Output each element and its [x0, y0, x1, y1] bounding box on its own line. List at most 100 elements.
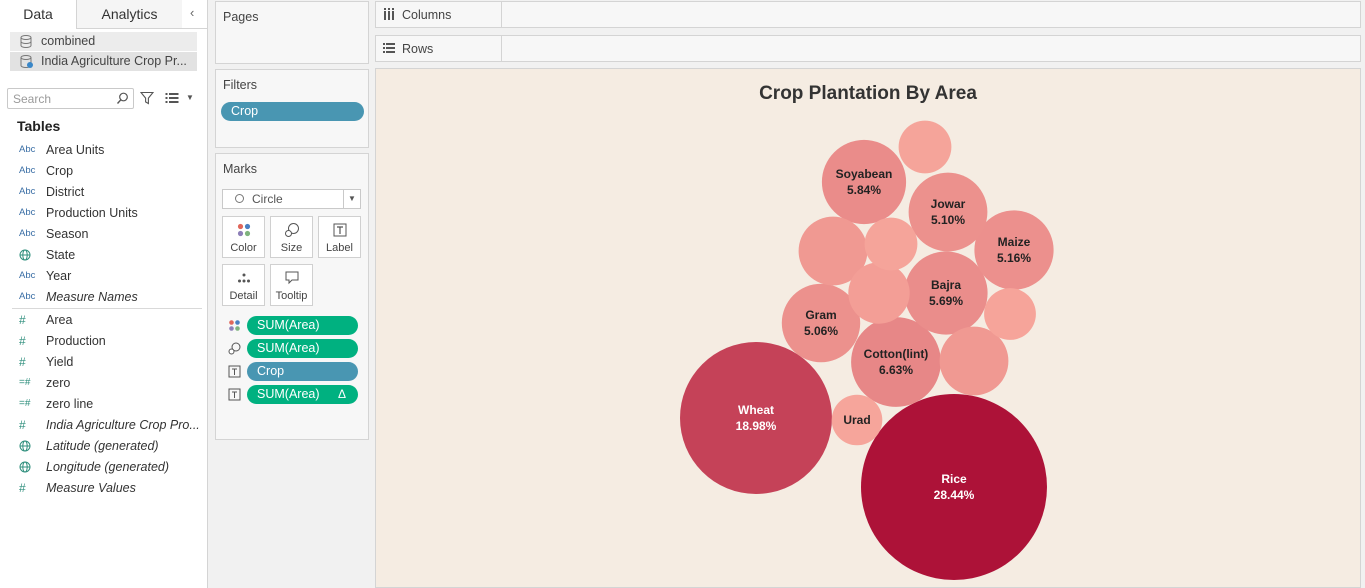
bubble-mark[interactable] — [861, 394, 1047, 580]
bubble-mark[interactable] — [908, 172, 988, 252]
label-pill-sum-area-percent[interactable]: SUM(Area) Δ — [247, 385, 358, 404]
field-name: Measure Values — [46, 481, 136, 495]
data-source-label: India Agriculture Crop Pr... — [41, 54, 187, 68]
bubble-soyabean[interactable]: Soyabean 5.84% — [821, 139, 907, 225]
bubble-mark[interactable] — [939, 326, 1009, 396]
bubble-mark[interactable] — [898, 120, 952, 174]
bubble-unlabeled-12[interactable] — [864, 217, 918, 271]
field-name: zero line — [46, 397, 94, 411]
bubble-unlabeled-14[interactable] — [984, 288, 1036, 340]
bubble-unlabeled-10[interactable] — [939, 326, 1009, 396]
data-source-combined[interactable]: combined — [10, 32, 197, 51]
bubble-mark[interactable] — [798, 216, 868, 286]
color-button[interactable]: Color — [222, 216, 265, 258]
field-name: zero — [46, 376, 71, 390]
tab-analytics[interactable]: Analytics — [77, 0, 182, 28]
collapse-pane-icon[interactable]: ‹ — [190, 5, 195, 20]
marks-title: Marks — [223, 162, 258, 176]
size-pill-sum-area[interactable]: SUM(Area) — [247, 339, 358, 358]
filter-icon[interactable] — [140, 91, 154, 105]
columns-shelf[interactable]: Columns — [375, 1, 1361, 28]
field-zero-line[interactable]: =# zero line — [0, 394, 207, 414]
field-yield[interactable]: # Yield — [0, 352, 207, 372]
bubble-mark[interactable] — [974, 210, 1054, 290]
bubble-unlabeled-9[interactable] — [798, 216, 868, 286]
filters-title: Filters — [223, 78, 258, 92]
bubble-mark[interactable] — [848, 262, 910, 324]
tab-data[interactable]: Data — [0, 0, 77, 29]
filters-shelf[interactable]: Filters Crop — [215, 69, 369, 148]
bubble-maize[interactable]: Maize 5.16% — [974, 210, 1054, 290]
string-type-icon: Abc — [19, 186, 36, 197]
size-button[interactable]: Size — [270, 216, 313, 258]
field-name: Longitude (generated) — [46, 460, 170, 474]
database-active-icon — [20, 55, 33, 68]
field-state[interactable]: State — [0, 245, 207, 265]
tooltip-button[interactable]: Tooltip — [270, 264, 313, 306]
bubble-mark[interactable] — [984, 288, 1036, 340]
chevron-down-icon[interactable]: ▼ — [186, 93, 194, 102]
pages-shelf[interactable]: Pages — [215, 1, 369, 64]
field-area-units[interactable]: Abc Area Units — [0, 140, 207, 160]
columns-icon — [384, 8, 394, 20]
field-year[interactable]: Abc Year — [0, 266, 207, 286]
label-pill-crop[interactable]: Crop — [247, 362, 358, 381]
bubble-unlabeled-11[interactable] — [848, 262, 910, 324]
detail-button[interactable]: Detail — [222, 264, 265, 306]
bubble-mark[interactable] — [904, 251, 988, 335]
field-season[interactable]: Abc Season — [0, 224, 207, 244]
bubble-value-label: 5.10% — [931, 213, 965, 227]
tooltip-icon — [285, 271, 299, 285]
list-view-icon[interactable] — [165, 92, 179, 104]
view-canvas[interactable]: Crop Plantation By Area Rice 28.44% Wheat 1… — [375, 68, 1361, 588]
chevron-down-icon[interactable]: ▼ — [343, 190, 360, 208]
bubble-gram[interactable]: Gram 5.06% — [781, 283, 861, 363]
bubble-bajra[interactable]: Bajra 5.69% — [904, 251, 988, 335]
circle-mark-icon — [235, 194, 244, 203]
field-measure-names[interactable]: Abc Measure Names — [0, 287, 207, 307]
field-name: Area Units — [46, 143, 105, 157]
bubble-urad[interactable]: Urad — [831, 394, 883, 446]
bubble-rice[interactable]: Rice 28.44% — [861, 394, 1047, 580]
rows-icon — [383, 43, 395, 53]
field-name: Area — [46, 313, 73, 327]
bubble-cotton-lint-[interactable]: Cotton(lint) 6.63% — [851, 317, 941, 407]
bubble-mark[interactable] — [864, 217, 918, 271]
bubble-mark[interactable] — [821, 139, 907, 225]
field-production-units[interactable]: Abc Production Units — [0, 203, 207, 223]
bubble-mark[interactable] — [781, 283, 861, 363]
number-type-icon: # — [19, 334, 26, 348]
data-source-india-agriculture[interactable]: India Agriculture Crop Pr... — [10, 52, 197, 71]
bubble-jowar[interactable]: Jowar 5.10% — [908, 172, 988, 252]
filter-pill-crop[interactable]: Crop — [221, 102, 364, 121]
rows-shelf[interactable]: Rows — [375, 35, 1361, 62]
bubble-name-label: Urad — [843, 413, 870, 427]
field-measure-values[interactable]: # Measure Values — [0, 478, 207, 498]
mark-type-dropdown[interactable]: Circle ▼ — [222, 189, 361, 209]
bubble-wheat[interactable]: Wheat 18.98% — [680, 342, 832, 494]
detail-icon — [238, 273, 250, 283]
mark-row-color: SUM(Area) — [228, 316, 358, 335]
color-pill-sum-area[interactable]: SUM(Area) — [247, 316, 358, 335]
field-name: District — [46, 185, 85, 199]
bubble-mark[interactable] — [680, 342, 832, 494]
field-latitude[interactable]: Latitude (generated) — [0, 436, 207, 456]
field-zero[interactable]: =# zero — [0, 373, 207, 393]
mark-row-size: SUM(Area) — [228, 339, 358, 358]
field-search[interactable] — [7, 88, 134, 109]
field-production[interactable]: # Production — [0, 331, 207, 351]
field-india-agriculture-count[interactable]: # India Agriculture Crop Pro... — [0, 415, 207, 435]
field-district[interactable]: Abc District — [0, 182, 207, 202]
bubble-name-label: Cotton(lint) — [864, 347, 929, 361]
field-name: Production — [46, 334, 106, 348]
bubble-value-label: 5.16% — [997, 251, 1031, 265]
field-name: Yield — [46, 355, 74, 369]
label-button[interactable]: Label — [318, 216, 361, 258]
search-input[interactable] — [13, 91, 113, 106]
bubble-mark[interactable] — [851, 317, 941, 407]
bubble-unlabeled-13[interactable] — [898, 120, 952, 174]
bubble-mark[interactable] — [831, 394, 883, 446]
field-crop[interactable]: Abc Crop — [0, 161, 207, 181]
field-area[interactable]: # Area — [0, 310, 207, 330]
field-longitude[interactable]: Longitude (generated) — [0, 457, 207, 477]
